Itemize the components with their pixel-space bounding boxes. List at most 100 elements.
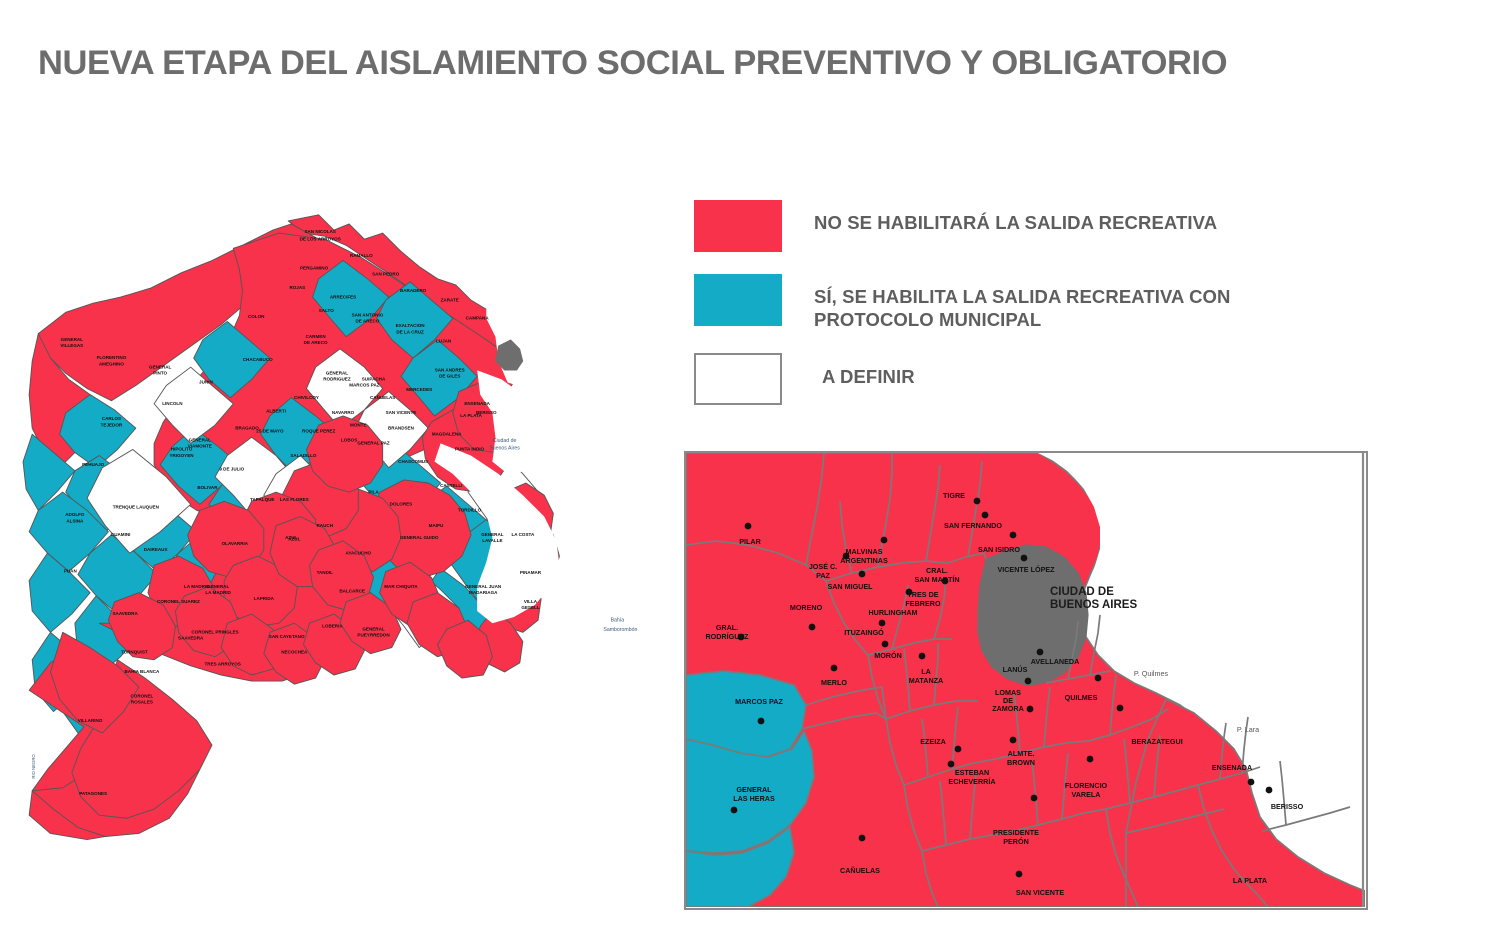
main-map-municipality-label: BOLIVAR xyxy=(197,485,218,490)
main-map-municipality-label: GENERAL xyxy=(149,364,172,369)
inset-map-labels: TIGRE SAN FERNANDO SAN ISIDRO VICENTE LÓPEZ… xyxy=(705,491,1303,897)
main-map-municipality-label: CARLOS xyxy=(102,416,121,421)
main-map-municipality-label: TORNQUIST xyxy=(121,649,148,654)
legend-swatch-teal xyxy=(694,274,782,326)
main-map-municipality-label: AZUL xyxy=(285,535,297,540)
inset-map-municipality-label: BROWN xyxy=(1007,758,1035,767)
main-map-municipality-label: PINTO xyxy=(153,370,167,375)
rio-negro-label: RIO NEGRO xyxy=(31,754,36,779)
inset-map-municipality-label: PRESIDENTE xyxy=(993,828,1039,837)
legend-label-si-salida-line2: PROTOCOLO MUNICIPAL xyxy=(814,308,1042,330)
main-map-municipality-label: SAN CAYETANO xyxy=(269,634,305,639)
main-map-coast-label: Buenos Aires xyxy=(489,445,520,451)
main-map-municipality-label: CASTELLI xyxy=(440,483,462,488)
inset-map-locality-dot xyxy=(1009,531,1017,539)
main-map-municipality-label: PATAGONES xyxy=(79,791,107,796)
inset-map-locality-dot xyxy=(881,640,889,648)
inset-map-municipality-label: BERAZATEGUI xyxy=(1131,737,1182,746)
main-map-municipality-label: PINAMAR xyxy=(520,570,542,575)
main-map-municipality-label: SAN ANDRES xyxy=(435,367,465,372)
inset-map-locality-dot xyxy=(1015,870,1023,878)
map-provincia-buenos-aires[interactable]: SAN NICOLAS DE LOS ARROYOS PERGAMINO RAMALL… xyxy=(20,100,660,930)
legend-item-a-definir[interactable]: A DEFINIR xyxy=(694,353,1314,406)
main-map-municipality-label: 25 DE MAYO xyxy=(256,428,284,433)
main-map-municipality-label: ADOLFO xyxy=(65,512,85,517)
main-map-municipality-label: SAN NICOLAS xyxy=(304,229,335,234)
inset-map-locality-dot xyxy=(1030,794,1038,802)
legend: NO SE HABILITARÁ LA SALIDA RECREATIVA SÍ… xyxy=(694,200,1314,406)
legend-item-no-salida[interactable]: NO SE HABILITARÁ LA SALIDA RECREATIVA xyxy=(694,200,1314,252)
inset-map-municipality-label: LA xyxy=(921,667,931,676)
main-map-municipality-label: DE ARECO xyxy=(355,319,379,324)
inset-map-locality-dot xyxy=(808,623,816,631)
main-map-municipality-label: ENSENADA xyxy=(464,401,490,406)
main-map-municipality-label: SALTO xyxy=(319,308,334,313)
main-map-municipality-label: GENERAL JUAN xyxy=(465,584,501,589)
legend-label-si-salida: SÍ, SE HABILITA LA SALIDA RECREATIVA CON… xyxy=(814,274,1230,331)
main-map-municipality-label: ZARATE xyxy=(441,297,459,302)
main-map-labels: SAN NICOLAS DE LOS ARROYOS PERGAMINO RAMALL… xyxy=(60,229,541,796)
inset-map-locality-dot xyxy=(954,745,962,753)
main-map-municipality-label: SAN PEDRO xyxy=(372,271,400,276)
main-map-municipality-label: SUIPACHA xyxy=(362,377,386,382)
main-map-municipality-label: SAN ANTONIO xyxy=(352,313,384,318)
main-map-municipality-label: TRENQUE LAUQUEN xyxy=(113,505,159,510)
main-map-municipality-label: CORONEL PRINGLES xyxy=(191,630,238,635)
inset-map-municipality-label: BERISSO xyxy=(1271,802,1304,811)
main-map-municipality-label: ALBERTI xyxy=(266,409,286,414)
main-map-municipality-label: GENERAL xyxy=(189,438,212,443)
main-map-municipality-label: LA MADRID xyxy=(184,584,210,589)
inset-map-municipality-label: TIGRE xyxy=(943,491,965,500)
inset-map-municipality-label: RODRÍGUEZ xyxy=(705,632,749,641)
main-map-municipality-label: DE LOS ARROYOS xyxy=(300,236,341,241)
main-map-municipality-label: BERISSO xyxy=(476,410,497,415)
inset-map-municipality-label: ENSENADA xyxy=(1212,763,1252,772)
inset-map-locality-dot xyxy=(1086,755,1094,763)
inset-map-municipality-label: SAN ISIDRO xyxy=(978,545,1020,554)
inset-map-municipality-label: ARGENTINAS xyxy=(840,556,888,565)
main-map-municipality-label: MONTE xyxy=(350,422,366,427)
inset-map-municipality-label: CRAL. xyxy=(926,566,948,575)
main-map-municipality-label: LOBOS xyxy=(341,438,357,443)
inset-map-municipality-label: FEBRERO xyxy=(905,599,941,608)
inset-map-municipality-label: SAN MARTÍN xyxy=(914,575,959,584)
map-amba-inset[interactable]: TIGRE SAN FERNANDO SAN ISIDRO VICENTE LÓPEZ… xyxy=(684,451,1368,910)
main-map-municipality-label: SAAVEDRA xyxy=(113,611,139,616)
main-map-municipality-label: BARADERO xyxy=(400,288,427,293)
main-map-municipality-label: GESELL xyxy=(521,605,539,610)
inset-map-locality-dot xyxy=(1009,736,1017,744)
legend-label-si-salida-line1: SÍ, SE HABILITA LA SALIDA RECREATIVA CON xyxy=(814,286,1231,307)
inset-map-municipality-label: MALVINAS xyxy=(846,547,883,556)
inset-map-municipality-label: LA PLATA xyxy=(1233,876,1267,885)
inset-map-locality-dot xyxy=(947,760,955,768)
main-map-municipality-label: LUJAN xyxy=(436,338,451,343)
main-map-municipality-label: PEHUAJO xyxy=(82,462,105,467)
main-map-municipality-label: ARRECIFES xyxy=(330,294,356,299)
main-map-municipality-label: AMEGHINO xyxy=(99,361,125,366)
legend-label-a-definir: A DEFINIR xyxy=(822,366,915,388)
legend-label-no-salida: NO SE HABILITARÁ LA SALIDA RECREATIVA xyxy=(814,212,1218,233)
main-map-municipality-label: MERCEDES xyxy=(406,387,432,392)
inset-map-municipality-label: SAN MIGUEL xyxy=(827,582,873,591)
legend-item-si-salida[interactable]: SÍ, SE HABILITA LA SALIDA RECREATIVA CON… xyxy=(694,274,1314,331)
inset-map-locality-dot xyxy=(858,570,866,578)
main-map-municipality-label: MADARIAGA xyxy=(469,590,498,595)
main-map-municipality-label: TEJEDOR xyxy=(101,422,123,427)
main-map-municipality-label: LAS FLORES xyxy=(280,497,309,502)
inset-map-municipality-label: JOSÉ C. xyxy=(809,562,837,571)
caba-label-line1: CIUDAD DE xyxy=(1050,586,1114,598)
inset-map-municipality-label: PILAR xyxy=(739,537,761,546)
main-map-municipality-label: AZUL xyxy=(288,537,300,542)
inset-map-locality-dot xyxy=(1116,704,1124,712)
main-map-municipality-label: COLON xyxy=(248,314,264,319)
main-map-municipality-label: ROJAS xyxy=(289,285,305,290)
inset-map-locality-dot xyxy=(905,588,913,596)
inset-map-municipality-label: P. Quilmes xyxy=(1134,669,1169,678)
main-map-municipality-label: LAPRIDA xyxy=(254,596,275,601)
main-map-municipality-label: VILLEGAS xyxy=(60,343,83,348)
inset-map-locality-dot xyxy=(1265,786,1273,794)
rio-negro-text: RIO NEGRO xyxy=(31,754,36,779)
legend-swatch-red xyxy=(694,200,782,252)
main-map-municipality-label: BRAGADO xyxy=(235,425,259,430)
main-map-municipality-label: DE ARECO xyxy=(304,340,328,345)
